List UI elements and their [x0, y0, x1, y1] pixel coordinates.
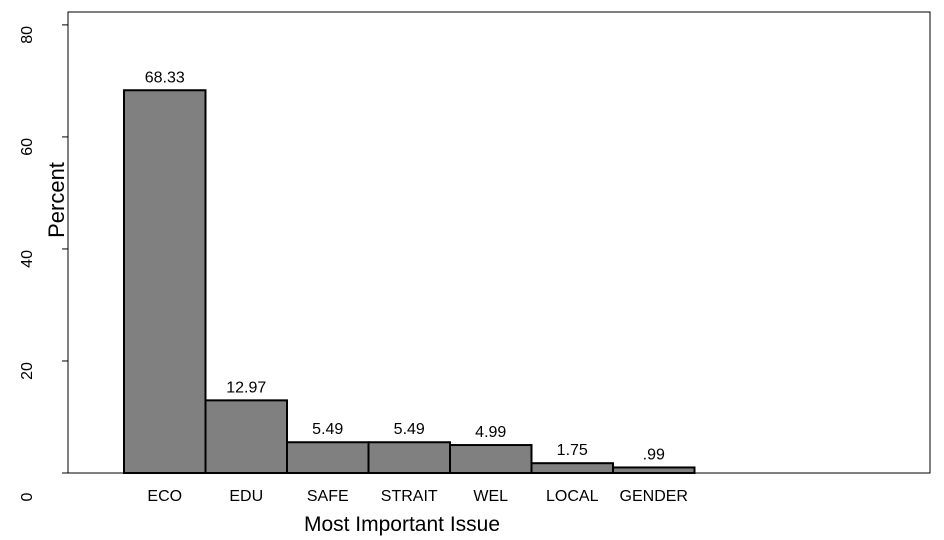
- data-label: .99: [643, 446, 665, 463]
- y-tick-label: 0: [19, 492, 36, 501]
- bar: [286, 441, 370, 474]
- x-tick-label: SAFE: [307, 488, 349, 505]
- data-label: 1.75: [557, 442, 588, 459]
- y-tick-label: 80: [19, 26, 36, 44]
- data-label: 4.99: [475, 424, 506, 441]
- x-axis-title: Most Important Issue: [304, 513, 500, 536]
- x-tick-label: GENDER: [620, 488, 688, 505]
- data-label: 5.49: [312, 421, 343, 438]
- y-tick-label: 60: [19, 138, 36, 156]
- x-tick-label: EDU: [229, 488, 263, 505]
- x-tick-label: STRAIT: [381, 488, 438, 505]
- bar: [123, 89, 207, 474]
- data-label: 5.49: [394, 421, 425, 438]
- bar: [204, 399, 288, 474]
- x-tick-label: ECO: [147, 488, 182, 505]
- y-tick-label: 20: [19, 362, 36, 380]
- data-label: 68.33: [145, 69, 185, 86]
- data-label: 12.97: [226, 379, 266, 396]
- x-tick-label: WEL: [473, 488, 508, 505]
- x-tick-label: LOCAL: [546, 488, 599, 505]
- bar: [449, 444, 533, 475]
- bar: [612, 466, 696, 475]
- y-tick-label: 40: [19, 250, 36, 268]
- bar: [530, 462, 614, 474]
- bar: [367, 441, 451, 474]
- y-axis-title: Percent: [44, 162, 69, 238]
